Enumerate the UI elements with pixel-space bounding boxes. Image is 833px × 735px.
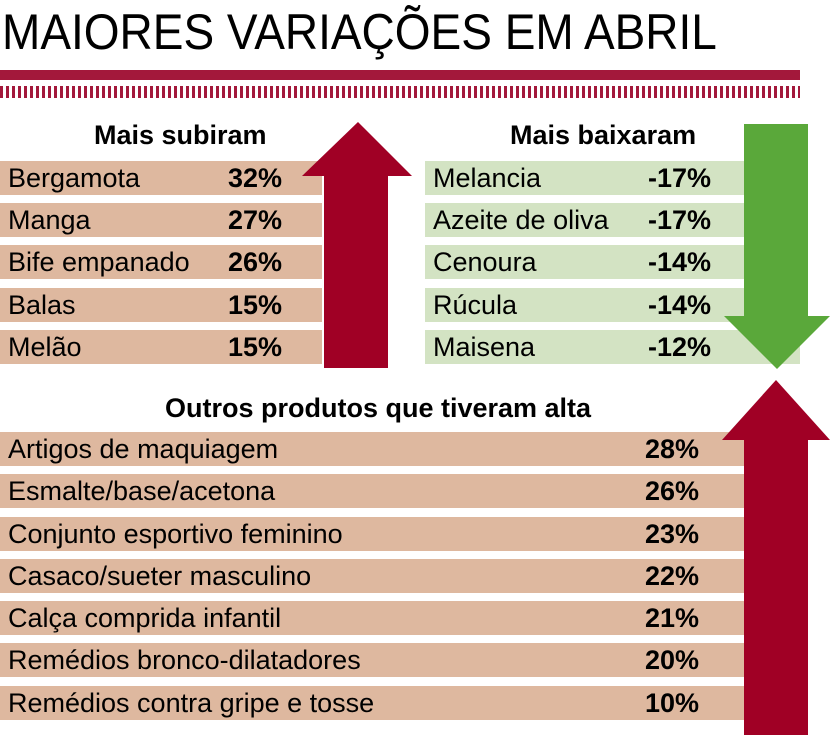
list-item: Maisena -12%: [425, 330, 800, 364]
item-value: 23%: [645, 519, 700, 549]
item-value: 26%: [645, 476, 700, 506]
item-value: 20%: [645, 645, 700, 675]
item-value: -12%: [648, 332, 712, 362]
down-arrow-icon: [724, 124, 830, 369]
list-item: Calça comprida infantil 21%: [0, 601, 745, 635]
item-value: 26%: [228, 247, 283, 277]
item-label: Melancia: [433, 163, 542, 193]
list-item: Bergamota 32%: [0, 161, 322, 195]
item-value: -17%: [648, 163, 712, 193]
item-value: 27%: [228, 205, 283, 235]
item-value: 28%: [645, 434, 700, 464]
item-value: 15%: [228, 332, 283, 362]
item-value: 21%: [645, 603, 700, 633]
list-item: Melancia -17%: [425, 161, 800, 195]
item-value: -14%: [648, 247, 712, 277]
list-item: Esmalte/base/acetona 26%: [0, 474, 745, 508]
item-value: 10%: [645, 688, 700, 718]
list-item: Manga 27%: [0, 203, 322, 237]
up-arrow-icon: [302, 122, 412, 368]
list-item: Balas 15%: [0, 288, 322, 322]
item-value: 32%: [228, 163, 283, 193]
item-label: Bergamota: [8, 163, 141, 193]
outros-heading: Outros produtos que tiveram alta: [165, 393, 592, 423]
item-label: Artigos de maquiagem: [8, 434, 279, 464]
item-value: 22%: [645, 561, 700, 591]
item-label: Manga: [8, 205, 91, 235]
list-item: Cenoura -14%: [425, 245, 800, 279]
list-item: Artigos de maquiagem 28%: [0, 432, 745, 466]
item-value: -14%: [648, 290, 712, 320]
list-item: Bife empanado 26%: [0, 245, 322, 279]
mais-subiram-heading: Mais subiram: [94, 120, 267, 150]
item-label: Melão: [8, 332, 82, 362]
list-item: Azeite de oliva -17%: [425, 203, 800, 237]
mais-baixaram-heading: Mais baixaram: [510, 120, 697, 150]
list-item: Melão 15%: [0, 330, 322, 364]
item-label: Balas: [8, 290, 76, 320]
item-label: Conjunto esportivo feminino: [8, 519, 343, 549]
item-value: 15%: [228, 290, 283, 320]
item-label: Cenoura: [433, 247, 537, 277]
item-label: Maisena: [433, 332, 536, 362]
list-item: Conjunto esportivo feminino 23%: [0, 517, 745, 551]
decorative-tick-band: [0, 86, 800, 98]
list-item: Remédios contra gripe e tosse 10%: [0, 686, 745, 720]
list-item: Remédios bronco-dilatadores 20%: [0, 643, 745, 677]
list-item: Casaco/sueter masculino 22%: [0, 559, 745, 593]
item-label: Bife empanado: [8, 247, 190, 277]
item-label: Azeite de oliva: [433, 205, 609, 235]
page-title: MAIORES VARIAÇÕES EM ABRIL: [2, 4, 717, 60]
item-label: Casaco/sueter masculino: [8, 561, 312, 591]
item-label: Esmalte/base/acetona: [8, 476, 276, 506]
item-value: -17%: [648, 205, 712, 235]
title-rule: [0, 70, 800, 80]
item-label: Calça comprida infantil: [8, 603, 282, 633]
item-label: Rúcula: [433, 290, 518, 320]
item-label: Remédios bronco-dilatadores: [8, 645, 361, 675]
up-arrow-icon: [722, 380, 830, 735]
item-label: Remédios contra gripe e tosse: [8, 688, 375, 718]
